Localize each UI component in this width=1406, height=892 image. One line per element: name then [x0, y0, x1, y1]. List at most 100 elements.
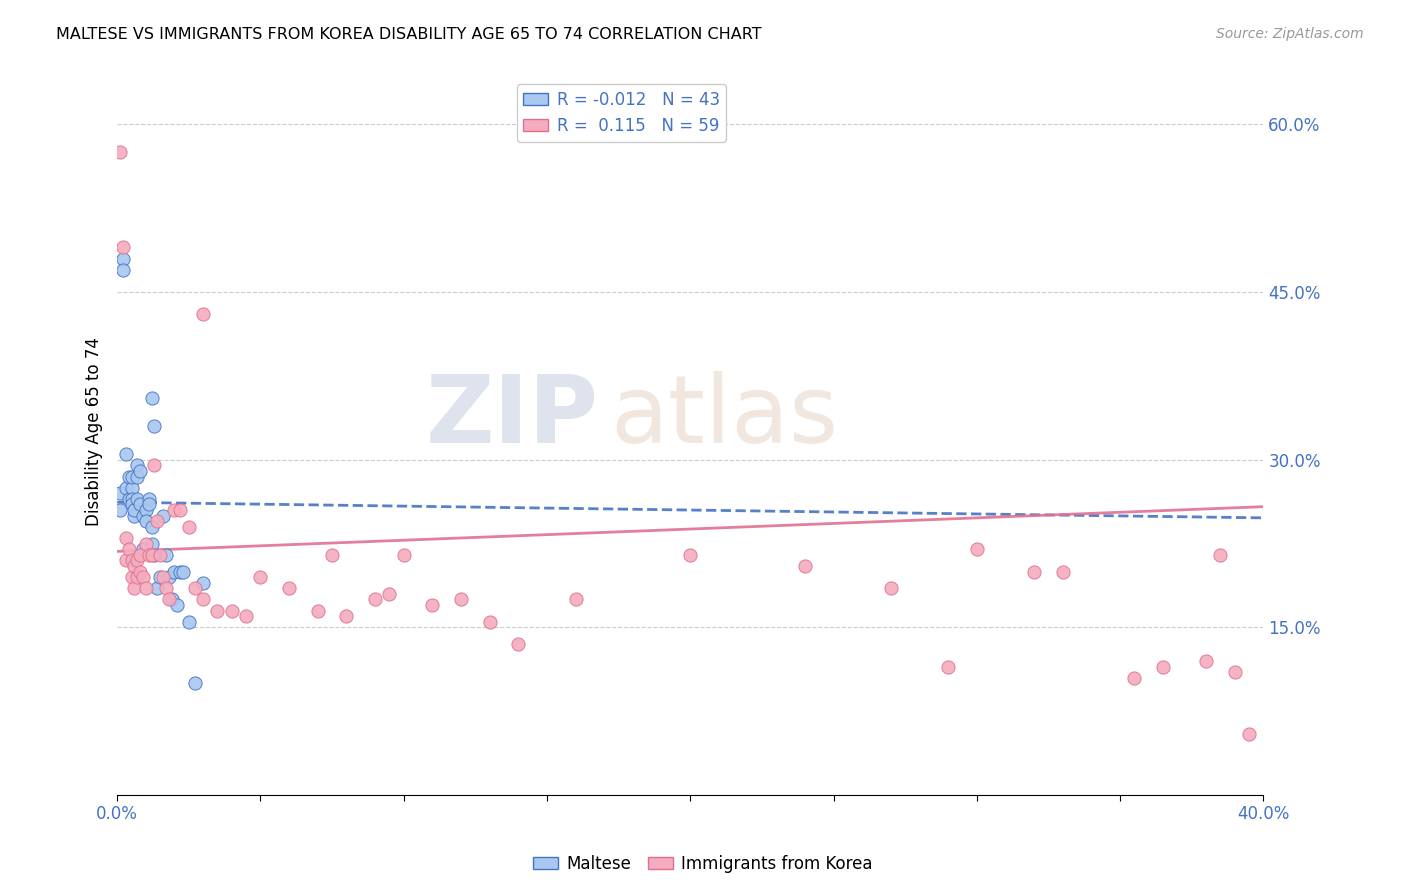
Point — [132, 570, 155, 584]
Point — [129, 565, 152, 579]
Point — [191, 575, 214, 590]
Point — [157, 570, 180, 584]
Point — [143, 419, 166, 434]
Point — [141, 520, 163, 534]
Point — [124, 503, 146, 517]
Text: atlas: atlas — [610, 371, 838, 463]
Y-axis label: Disability Age 65 to 74: Disability Age 65 to 74 — [86, 337, 103, 526]
Point — [152, 508, 174, 523]
Point — [121, 491, 143, 506]
Point — [127, 553, 149, 567]
Point — [108, 486, 131, 500]
Point — [118, 491, 141, 506]
Point — [138, 548, 160, 562]
Point — [235, 609, 257, 624]
Point — [146, 514, 169, 528]
Point — [177, 520, 200, 534]
Point — [155, 582, 177, 596]
Point — [478, 615, 501, 629]
Point — [1209, 548, 1232, 562]
Legend: Maltese, Immigrants from Korea: Maltese, Immigrants from Korea — [526, 848, 880, 880]
Point — [141, 536, 163, 550]
Point — [307, 604, 329, 618]
Point — [335, 609, 357, 624]
Point — [124, 508, 146, 523]
Point — [1123, 671, 1146, 685]
Point — [152, 570, 174, 584]
Point — [114, 531, 136, 545]
Point — [111, 252, 134, 266]
Point — [166, 598, 188, 612]
Point — [679, 548, 702, 562]
Point — [207, 604, 229, 618]
Point — [146, 582, 169, 596]
Point — [364, 592, 387, 607]
Point — [936, 659, 959, 673]
Point — [149, 570, 172, 584]
Point — [793, 558, 815, 573]
Point — [138, 491, 160, 506]
Point — [966, 542, 988, 557]
Point — [880, 582, 903, 596]
Point — [108, 145, 131, 160]
Point — [1022, 565, 1045, 579]
Point — [124, 558, 146, 573]
Text: Source: ZipAtlas.com: Source: ZipAtlas.com — [1216, 27, 1364, 41]
Point — [111, 262, 134, 277]
Point — [114, 481, 136, 495]
Point — [114, 447, 136, 461]
Point — [135, 536, 157, 550]
Point — [183, 582, 205, 596]
Point — [321, 548, 343, 562]
Point — [135, 582, 157, 596]
Point — [508, 637, 530, 651]
Point — [149, 548, 172, 562]
Point — [129, 464, 152, 478]
Point — [191, 592, 214, 607]
Point — [121, 570, 143, 584]
Point — [121, 553, 143, 567]
Point — [155, 548, 177, 562]
Point — [1237, 726, 1260, 740]
Point — [378, 587, 401, 601]
Point — [177, 615, 200, 629]
Point — [114, 553, 136, 567]
Point — [121, 469, 143, 483]
Point — [135, 514, 157, 528]
Point — [127, 469, 149, 483]
Point — [392, 548, 415, 562]
Point — [111, 240, 134, 254]
Point — [221, 604, 243, 618]
Point — [249, 570, 271, 584]
Point — [450, 592, 472, 607]
Point — [132, 508, 155, 523]
Point — [141, 391, 163, 405]
Legend: R = -0.012   N = 43, R =  0.115   N = 59: R = -0.012 N = 43, R = 0.115 N = 59 — [516, 84, 727, 142]
Point — [422, 598, 444, 612]
Point — [118, 469, 141, 483]
Text: MALTESE VS IMMIGRANTS FROM KOREA DISABILITY AGE 65 TO 74 CORRELATION CHART: MALTESE VS IMMIGRANTS FROM KOREA DISABIL… — [56, 27, 762, 42]
Point — [129, 548, 152, 562]
Point — [183, 676, 205, 690]
Point — [157, 592, 180, 607]
Point — [163, 565, 186, 579]
Point — [108, 503, 131, 517]
Point — [127, 491, 149, 506]
Point — [169, 503, 191, 517]
Point — [160, 592, 183, 607]
Point — [127, 458, 149, 473]
Point — [1052, 565, 1074, 579]
Point — [143, 458, 166, 473]
Point — [278, 582, 301, 596]
Point — [143, 548, 166, 562]
Point — [135, 503, 157, 517]
Point — [132, 542, 155, 557]
Point — [138, 498, 160, 512]
Point — [124, 582, 146, 596]
Point — [172, 565, 194, 579]
Point — [1152, 659, 1174, 673]
Point — [1223, 665, 1246, 679]
Point — [121, 498, 143, 512]
Point — [121, 481, 143, 495]
Point — [1195, 654, 1218, 668]
